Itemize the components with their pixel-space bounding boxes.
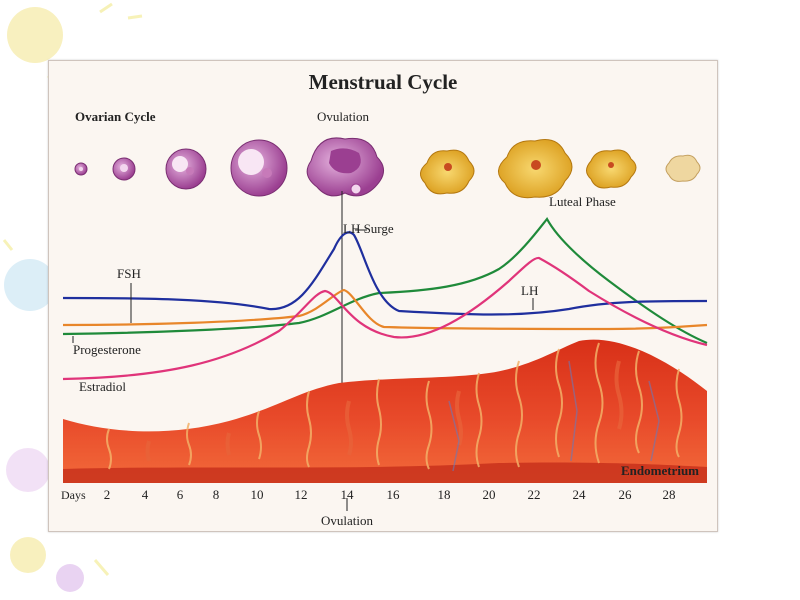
menstrual-cycle-diagram: Menstrual Cycle Ovarian Cycle Ovulation <box>61 70 708 528</box>
day-tick-label: 10 <box>251 487 264 502</box>
day-tick-label: 24 <box>573 487 587 502</box>
day-tick-label: 2 <box>104 487 111 502</box>
fsh-curve <box>62 288 708 331</box>
day-tick-label: 16 <box>387 487 401 502</box>
day-tick-label: 28 <box>663 487 676 502</box>
lh-label: LH <box>521 283 538 298</box>
day-tick-label: 18 <box>438 487 451 502</box>
day-tick-label: 6 <box>177 487 184 502</box>
diagram-panel: Menstrual Cycle Ovarian Cycle Ovulation <box>48 60 718 532</box>
day-tick-label: 26 <box>619 487 633 502</box>
progesterone-label: Progesterone <box>73 342 141 357</box>
follicle-icon <box>74 162 88 176</box>
estradiol-label: Estradiol <box>79 379 126 394</box>
day-tick-label: 20 <box>483 487 496 502</box>
corpus-luteum-icon <box>420 149 475 195</box>
follicle-sequence <box>74 137 701 199</box>
follicle-icon <box>165 148 207 190</box>
corpus-luteum-icon <box>498 139 573 199</box>
corpus-luteum-icon <box>586 149 637 189</box>
day-tick-label: 8 <box>213 487 220 502</box>
day-tick-label: 12 <box>295 487 308 502</box>
day-tick-label: 4 <box>142 487 149 502</box>
luteal-phase-label: Luteal Phase <box>549 194 616 209</box>
follicle-icon <box>230 139 288 197</box>
fsh-label: FSH <box>117 266 141 281</box>
corpus-albicans-icon <box>665 154 701 182</box>
day-tick-label: 22 <box>528 487 541 502</box>
ovulation-top-label: Ovulation <box>317 109 369 124</box>
ovarian-cycle-label: Ovarian Cycle <box>75 109 156 124</box>
ovulating-follicle-icon <box>306 137 384 197</box>
days-label: Days <box>61 488 86 502</box>
lh-curve <box>62 231 708 316</box>
endometrium-illustration <box>63 339 707 483</box>
endometrium-label: Endometrium <box>621 463 699 478</box>
diagram-title: Menstrual Cycle <box>309 70 458 94</box>
day-tick-label: 14 <box>341 487 355 502</box>
progesterone-curve <box>62 217 708 345</box>
ovulation-bottom-label: Ovulation <box>321 513 373 528</box>
follicle-icon <box>112 157 136 181</box>
lh-surge-label: LH Surge <box>343 221 394 236</box>
estradiol-curve <box>62 256 708 381</box>
days-axis: Days 2 4 6 8 10 12 14 16 18 20 22 24 26 … <box>61 487 676 502</box>
